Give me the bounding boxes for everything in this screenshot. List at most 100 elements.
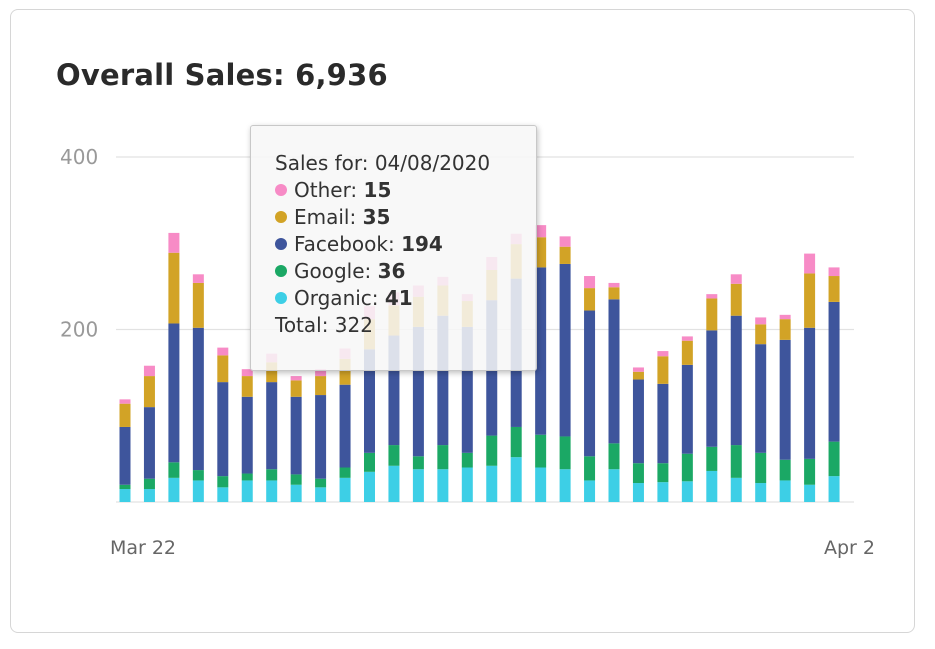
bar-segment-other — [559, 236, 571, 247]
tooltip-value: 194 — [401, 232, 443, 256]
bar-segment-google — [706, 446, 718, 471]
email-dot-icon — [275, 210, 287, 223]
bar-segment-other — [290, 376, 302, 381]
y-tick-label: 200 — [60, 318, 98, 342]
bar-segment-facebook — [217, 382, 229, 477]
bar-segment-email — [290, 380, 302, 397]
bar-segment-other — [779, 314, 791, 320]
bar-segment-google — [461, 452, 473, 468]
tooltip-value: 36 — [377, 259, 406, 283]
bar-segment-organic — [779, 480, 791, 502]
bar-segment-facebook — [535, 267, 547, 435]
tooltip-row-other: Other: 15 — [275, 177, 536, 204]
bar-segment-facebook — [266, 382, 278, 470]
bar-segment-email — [315, 376, 327, 396]
bar-segment-google — [632, 463, 644, 484]
tooltip-label: Other: — [294, 178, 358, 202]
bar-segment-organic — [412, 469, 424, 502]
bar-segment-organic — [657, 482, 669, 502]
bar-segment-facebook — [437, 315, 449, 446]
bar-segment-other — [755, 317, 767, 325]
bar-segment-email — [804, 273, 816, 328]
bar-segment-email — [119, 403, 131, 427]
bar-segment-organic — [168, 477, 180, 502]
tooltip-row-facebook: Facebook: 194 — [275, 231, 536, 258]
bar-segment-facebook — [315, 395, 327, 479]
bar-segment-google — [143, 478, 155, 490]
bar-segment-organic — [632, 483, 644, 502]
tooltip-row-email: Email: 35 — [275, 204, 536, 231]
bar-segment-google — [559, 436, 571, 470]
bar-segment-organic — [681, 481, 693, 502]
bar-segment-google — [168, 462, 180, 478]
bar-segment-email — [217, 355, 229, 383]
bar-segment-other — [168, 232, 180, 253]
bar-segment-facebook — [461, 326, 473, 453]
x-tick-label: Apr 2 — [824, 537, 875, 559]
bar-segment-google — [779, 459, 791, 481]
bar-segment-email — [339, 358, 351, 385]
bar-segment-facebook — [779, 339, 791, 460]
bar-segment-google — [364, 452, 375, 472]
bar-segment-organic — [584, 480, 596, 502]
tooltip-label: Google: — [294, 259, 372, 283]
bar-segment-other — [608, 282, 620, 288]
bar-segment-organic — [828, 476, 840, 502]
bar-segment-facebook — [608, 299, 620, 444]
organic-dot-icon — [275, 291, 287, 304]
bar-segment-email — [559, 246, 571, 264]
bar-segment-other — [804, 253, 816, 274]
bar-segment-email — [755, 324, 767, 345]
facebook-dot-icon — [275, 237, 287, 250]
bar-segment-google — [804, 458, 816, 485]
y-tick-label: 400 — [60, 145, 98, 169]
tooltip-value: 41 — [384, 286, 413, 310]
bar-segment-other — [657, 351, 669, 357]
bar-segment-google — [290, 474, 302, 485]
bar-segment-google — [437, 445, 449, 470]
bar-segment-other — [828, 267, 840, 277]
bar-segment-facebook — [632, 379, 644, 464]
bar-segment-facebook — [143, 407, 155, 479]
bar-segment-organic — [804, 484, 816, 502]
bar-segment-email — [779, 319, 791, 340]
bar-segment-email — [584, 288, 596, 311]
bar-segment-google — [412, 456, 424, 470]
bar-segment-google — [388, 445, 400, 466]
bar-segment-other — [241, 369, 253, 377]
bar-segment-organic — [290, 484, 302, 502]
bar-segment-organic — [559, 469, 571, 502]
bar-segment-email — [535, 237, 547, 268]
bar-segment-facebook — [559, 263, 571, 437]
bar-segment-facebook — [681, 364, 693, 454]
bar-segment-google — [510, 426, 522, 458]
bar-segment-email — [730, 283, 742, 316]
tooltip-value: 35 — [362, 205, 391, 229]
bar-segment-organic — [339, 477, 351, 502]
bar-segment-facebook — [192, 327, 204, 471]
bar-segment-organic — [217, 487, 229, 502]
bar-segment-organic — [486, 465, 498, 502]
tooltip-label: Email: — [294, 205, 357, 229]
bar-segment-other — [730, 274, 742, 284]
tooltip-row-google: Google: 36 — [275, 258, 536, 285]
bar-segment-email — [143, 376, 155, 408]
bar-segment-organic — [608, 469, 620, 502]
bar-segment-facebook — [339, 384, 351, 468]
bar-segment-organic — [192, 480, 204, 502]
bar-segment-organic — [388, 465, 400, 502]
bar-segment-organic — [510, 457, 522, 502]
bar-segment-facebook — [584, 310, 596, 457]
bar-segment-facebook — [657, 383, 669, 464]
bar-segment-organic — [119, 489, 131, 502]
bar-segment-email — [706, 298, 718, 331]
bar-segment-email — [241, 376, 253, 397]
bar-segment-google — [119, 484, 131, 490]
bar-segment-facebook — [730, 315, 742, 446]
bar-segment-organic — [364, 471, 375, 502]
tooltip-label: Organic: — [294, 286, 379, 310]
google-dot-icon — [275, 264, 287, 277]
bar-segment-google — [192, 470, 204, 481]
bar-segment-email — [168, 252, 180, 324]
bar-segment-organic — [535, 467, 547, 502]
